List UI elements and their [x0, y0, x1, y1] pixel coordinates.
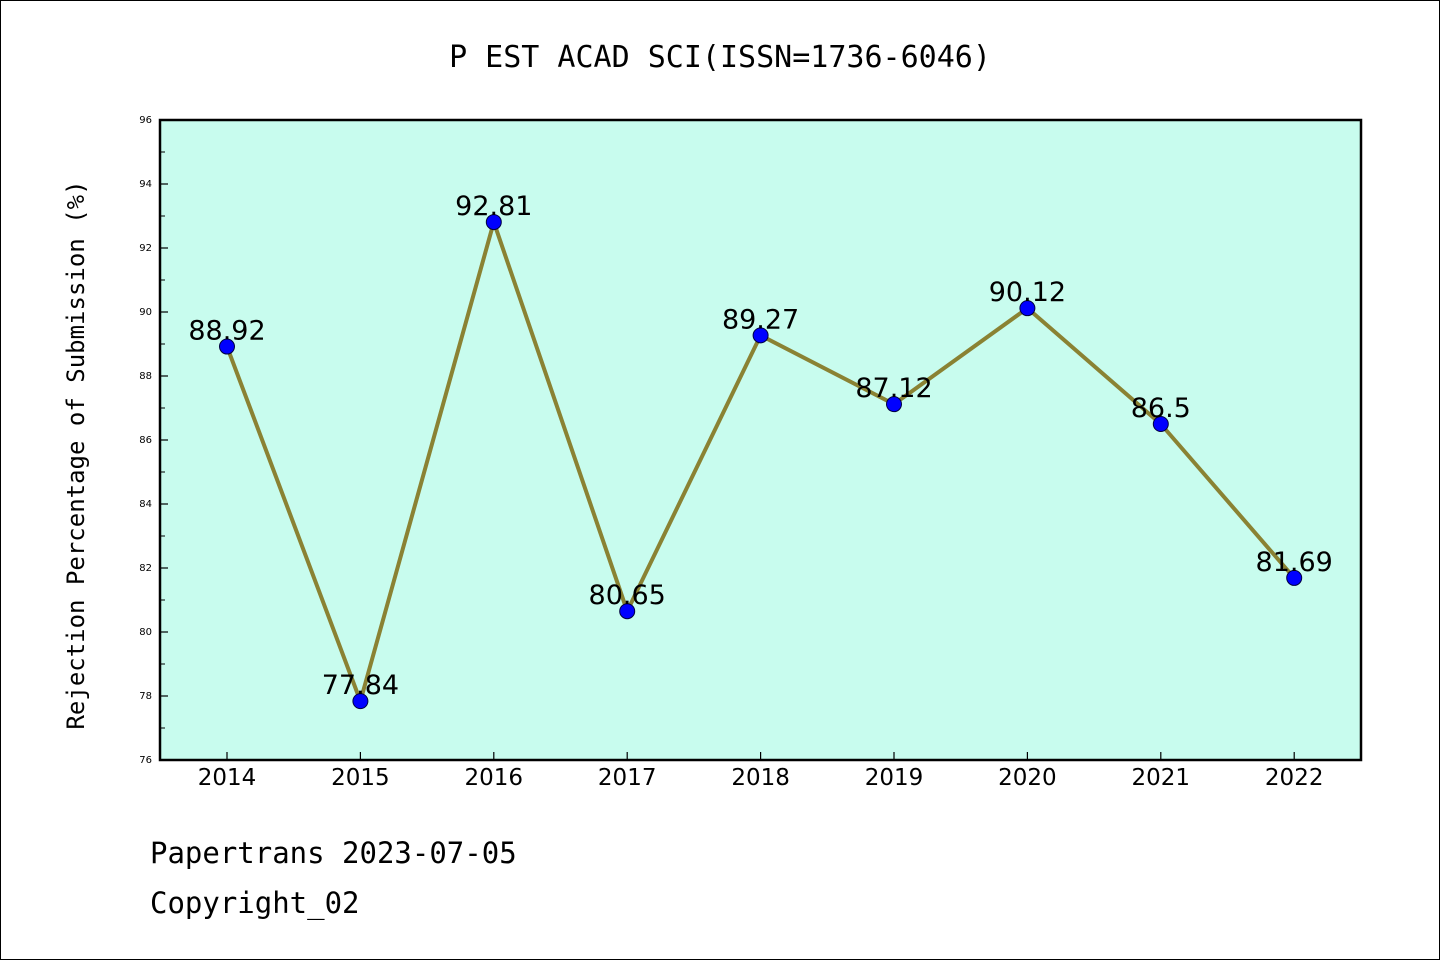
data-point: [752, 327, 769, 344]
data-labels: 88.92 77.84 92.81 80.65 89.27 87.12 90.12 86.5 8…: [188, 191, 1332, 701]
data-points: [219, 214, 1303, 710]
y-tick-label: 94: [139, 179, 152, 190]
data-label: 88.92: [188, 316, 265, 347]
x-tick-label: 2014: [198, 765, 257, 791]
y-tick-label: 88: [139, 371, 152, 382]
y-tick-label: 86: [139, 435, 152, 446]
data-point: [485, 214, 502, 231]
data-point: [1152, 416, 1169, 432]
x-tick-label: 2019: [865, 765, 924, 791]
y-axis-label: Rejection Percentage of Submission (%): [62, 180, 90, 729]
plot-area: [158, 118, 1363, 762]
data-point: [886, 396, 902, 413]
data-label: 77.84: [322, 670, 399, 701]
data-label: 80.65: [589, 580, 666, 611]
y-tick-label: 92: [139, 243, 152, 254]
y-tick-label: 82: [139, 563, 152, 574]
data-point: [1019, 300, 1036, 317]
y-tick-label: 90: [139, 307, 152, 318]
data-label: 86.5: [1131, 393, 1191, 424]
x-tick-label: 2018: [731, 765, 790, 791]
data-label: 92.81: [455, 191, 532, 222]
x-tick-label: 2022: [1265, 765, 1324, 791]
data-label: 90.12: [989, 277, 1066, 308]
data-point: [219, 338, 235, 355]
footer-date: Papertrans 2023-07-05: [150, 836, 517, 870]
y-axis-ticks: 76 78 80 82 84 86 88 90 92 94 96: [139, 115, 168, 766]
y-tick-label: 84: [139, 499, 152, 510]
data-label: 81.69: [1256, 547, 1333, 578]
data-label: 87.12: [855, 373, 932, 404]
x-tick-label: 2016: [465, 765, 524, 791]
data-point: [352, 693, 369, 710]
x-tick-label: 2015: [331, 765, 390, 791]
y-tick-label: 96: [139, 115, 152, 126]
y-tick-label: 76: [139, 755, 152, 766]
x-tick-label: 2021: [1132, 765, 1191, 791]
x-tick-label: 2020: [998, 765, 1057, 791]
data-point: [619, 603, 636, 620]
data-label: 89.27: [722, 304, 799, 335]
chart-title: P EST ACAD SCI(ISSN=1736-6046): [449, 40, 991, 75]
footer-copyright: Copyright_02: [150, 886, 360, 920]
data-point: [1286, 569, 1303, 586]
y-tick-label: 80: [139, 627, 152, 638]
x-tick-label: 2017: [598, 765, 657, 791]
y-tick-label: 78: [139, 691, 152, 702]
x-axis-ticks: 2014 2015 2016 2017 2018 2019 2020 2021 2022: [198, 752, 1324, 791]
